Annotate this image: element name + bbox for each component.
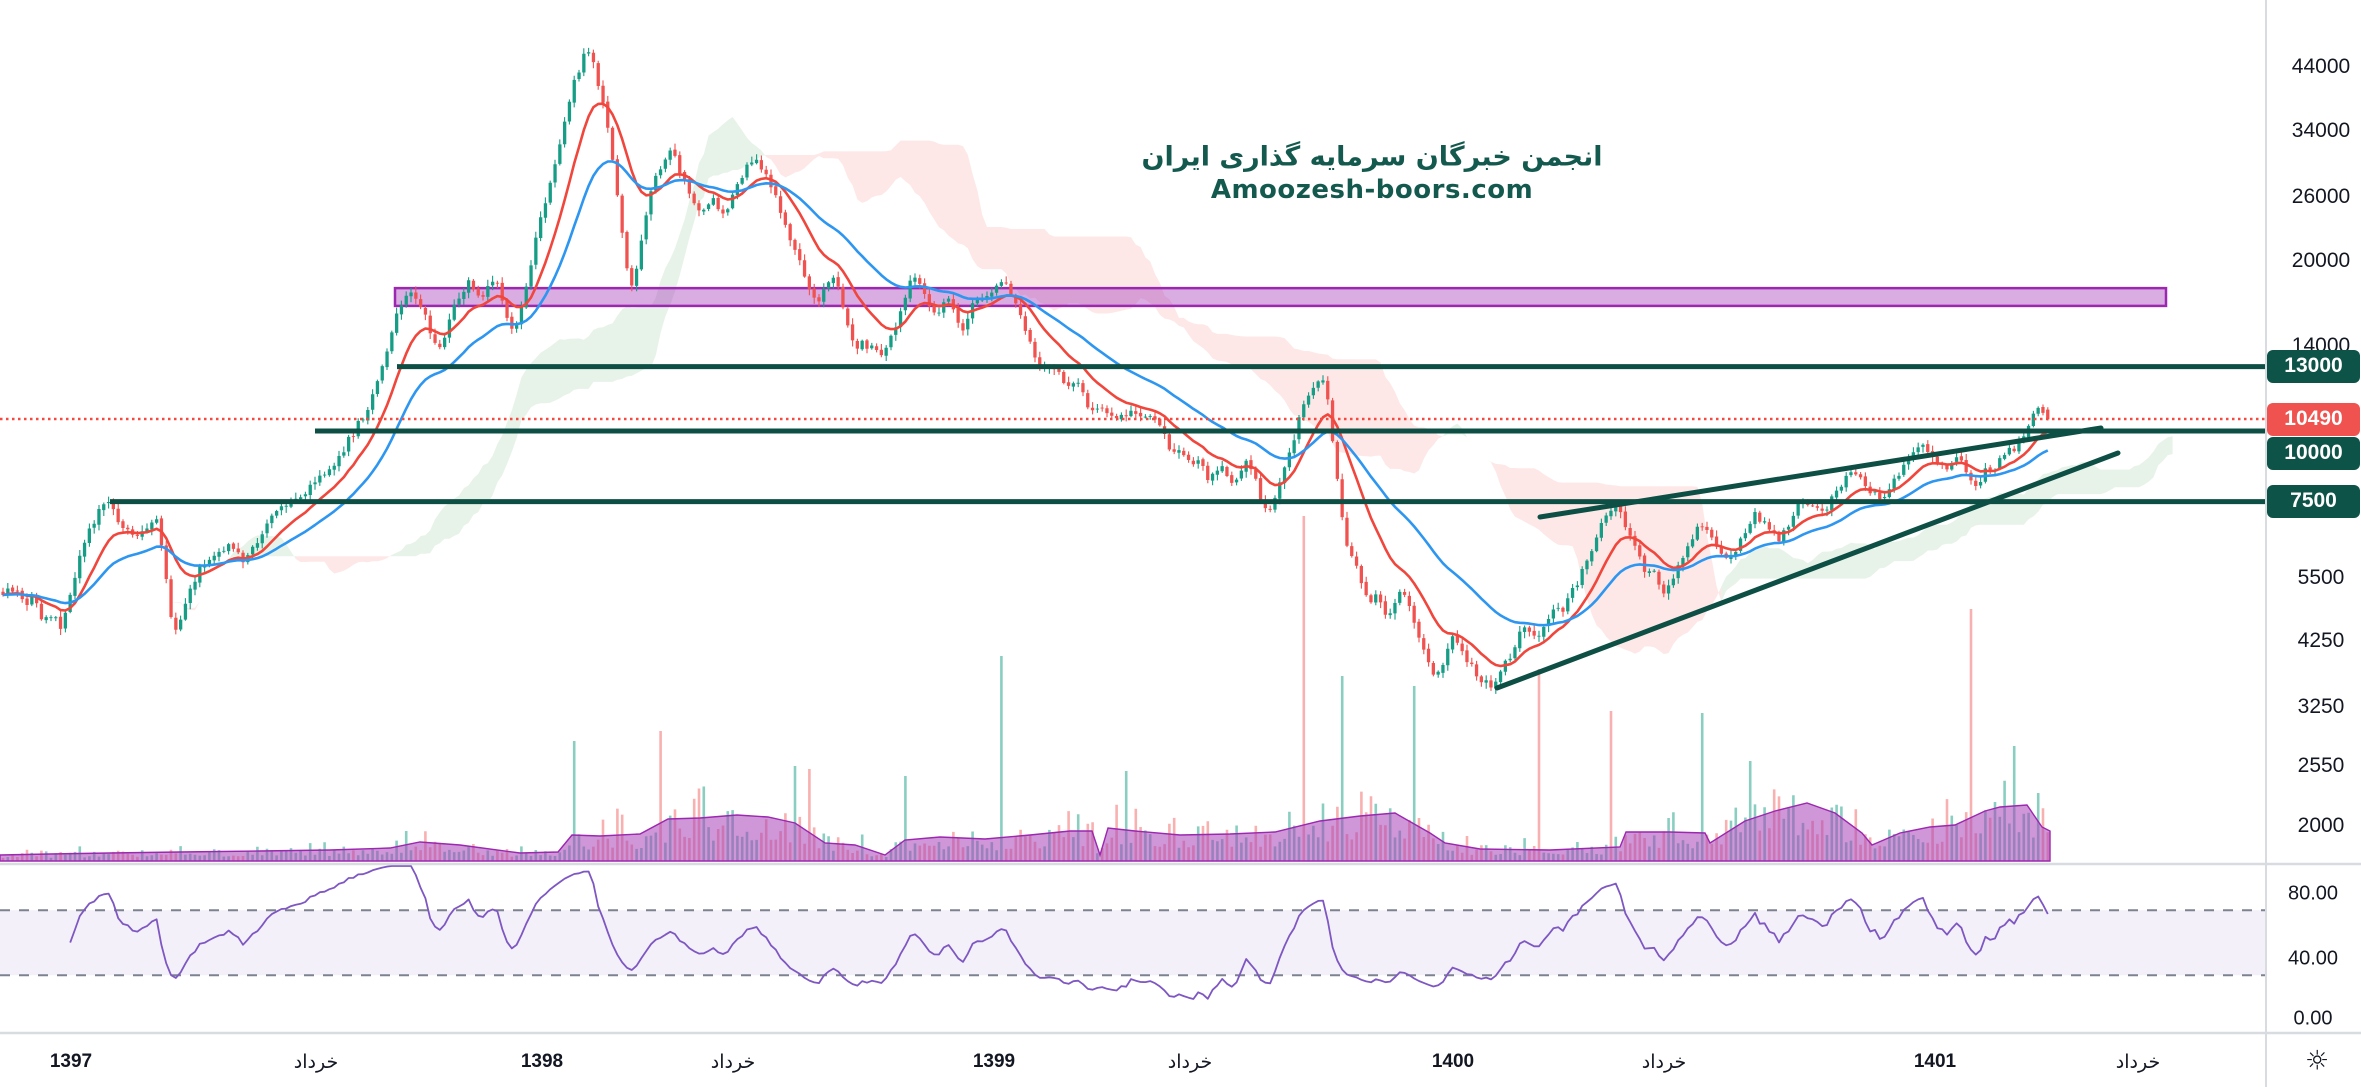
price-tick-label: 4250 [2297,629,2345,652]
time-axis-year-label: 1401 [1913,1051,1957,1072]
price-tick-label: 2000 [2297,814,2345,837]
price-tick-label: 26000 [2291,185,2351,208]
level-price-badge: 7500 [2267,484,2360,518]
time-axis-year-label: 1398 [520,1051,564,1072]
time-axis-year-label: 1397 [49,1051,93,1072]
rsi-tick-label: 80.00 [2287,882,2339,905]
price-tick-label: 5500 [2297,566,2345,589]
price-tick-label: 34000 [2291,119,2351,142]
time-axis-year-label: 1399 [972,1051,1016,1072]
time-axis-month-label: خرداد [1641,1051,1687,1073]
rsi-tick-label: 0.00 [2293,1007,2333,1030]
time-axis-month-label: خرداد [710,1051,756,1073]
theme-sun-icon[interactable]: ☼ [2304,1045,2330,1077]
last-price-badge: 10490 [2267,402,2360,436]
time-axis-year-label: 1400 [1431,1051,1475,1072]
price-tick-label: 2550 [2297,754,2345,777]
time-axis-month-label: خرداد [2115,1051,2161,1073]
time-axis-month-label: خرداد [293,1051,339,1073]
price-tick-label: 3250 [2297,695,2345,718]
price-tick-label: 44000 [2291,55,2351,78]
price-tick-label: 20000 [2291,249,2351,272]
time-axis-month-label: خرداد [1167,1051,1213,1073]
level-price-badge: 13000 [2267,349,2360,383]
level-price-badge: 10000 [2267,436,2360,470]
rsi-tick-label: 40.00 [2287,947,2339,970]
